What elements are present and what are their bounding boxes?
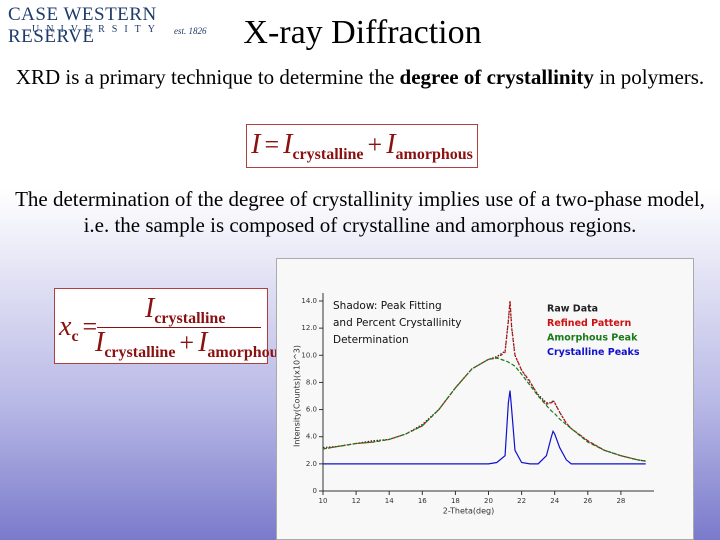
equation: xc = Icrystalline Icrystalline + Iamorphous xyxy=(54,288,285,364)
text: XRD is a primary technique to determine … xyxy=(15,65,400,89)
subscript: crystalline xyxy=(154,310,226,327)
annotation: Determination xyxy=(333,334,409,346)
equation: I = Icrystalline + Iamorphous xyxy=(246,124,478,168)
subscript: c xyxy=(71,328,79,345)
y-tick-label: 8.0 xyxy=(306,378,317,386)
operator: + xyxy=(179,328,195,357)
annotation: and Percent Crystallinity xyxy=(333,317,461,329)
symbol: I xyxy=(95,327,105,358)
symbol: I xyxy=(198,327,208,358)
chart: 0 2.0 4.0 6.0 8.0 10.0 12.0 14.0 10 12 14 16 18 20 22 2… xyxy=(276,258,694,540)
y-tick-label: 2.0 xyxy=(306,460,317,468)
x-axis-label: 2-Theta(deg) xyxy=(443,507,494,516)
operator: = xyxy=(82,312,98,341)
series-line xyxy=(322,357,646,462)
x-tick-label: 16 xyxy=(418,497,427,505)
operator: + xyxy=(367,130,383,159)
subscript: amorphous xyxy=(207,344,285,361)
logo: CASE WESTERN RESERVE UNIVERSITY est. 182… xyxy=(8,4,213,47)
y-tick-label: 12.0 xyxy=(301,324,317,332)
title-text: X-ray Diffraction xyxy=(243,14,482,51)
logo-sub: UNIVERSITY xyxy=(32,24,162,35)
x-tick-label: 12 xyxy=(352,497,361,505)
x-tick-label: 24 xyxy=(550,497,559,505)
x-tick-label: 20 xyxy=(484,497,493,505)
x-tick-label: 28 xyxy=(616,497,625,505)
legend-label: Raw Data xyxy=(547,304,598,315)
legend-label: Refined Pattern xyxy=(547,318,631,329)
y-tick-label: 10.0 xyxy=(301,351,317,359)
x-tick-label: 18 xyxy=(451,497,460,505)
symbol: I xyxy=(283,129,293,160)
symbol: I xyxy=(251,129,261,160)
x-tick-label: 10 xyxy=(319,497,328,505)
text: in polymers. xyxy=(593,65,705,89)
x-tick-label: 26 xyxy=(583,497,592,505)
logo-name: CASE WESTERN RESERVE xyxy=(8,4,157,47)
legend-label: Amorphous Peak xyxy=(547,333,638,344)
y-tick-label: 14.0 xyxy=(301,297,317,305)
symbol: x xyxy=(59,311,72,342)
series-line xyxy=(323,390,646,465)
y-tick-label: 0 xyxy=(313,487,317,495)
logo-est: est. 1826 xyxy=(174,26,207,36)
x-tick-label: 14 xyxy=(385,497,394,505)
y-axis-label: Intensity(Counts)(x10^3) xyxy=(293,345,302,447)
y-tick-label: 4.0 xyxy=(306,433,317,441)
legend-label: Crystalline Peaks xyxy=(547,347,640,358)
subscript: crystalline xyxy=(104,344,176,361)
operator: = xyxy=(264,130,280,159)
subscript: crystalline xyxy=(292,146,364,163)
x-tick-label: 22 xyxy=(517,497,526,505)
title: X-ray Diffraction xyxy=(0,14,720,52)
annotation: Shadow: Peak Fitting xyxy=(333,300,442,312)
symbol: I xyxy=(386,129,396,160)
paragraph: XRD is a primary technique to determine … xyxy=(10,64,710,90)
paragraph: The determination of the degree of cryst… xyxy=(15,187,705,237)
bold-text: degree of crystallinity xyxy=(399,65,594,89)
symbol: I xyxy=(145,293,155,324)
subscript: amorphous xyxy=(395,146,473,163)
y-tick-label: 6.0 xyxy=(306,406,317,414)
fraction-bar xyxy=(97,327,261,328)
